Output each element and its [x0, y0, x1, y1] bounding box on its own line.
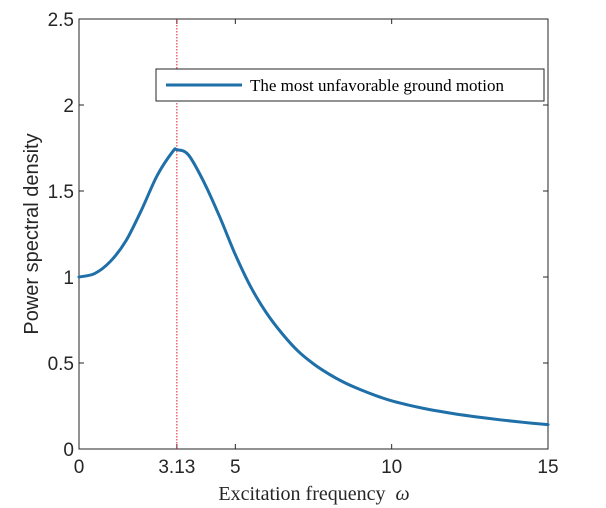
x-tick-label: 0 [74, 457, 85, 478]
x-tick-label: 10 [381, 457, 402, 478]
legend-label: The most unfavorable ground motion [250, 76, 505, 95]
y-tick-label: 2 [63, 96, 74, 117]
y-tick-label: 0 [63, 440, 74, 461]
x-tick-label: 3.13 [158, 457, 195, 478]
legend: The most unfavorable ground motion [155, 68, 545, 102]
y-tick-labels: 0 0.5 1 1.5 2 2.5 [48, 10, 74, 461]
x-axis-title: Excitation frequency ω [218, 483, 409, 505]
y-tick-label: 1 [63, 268, 74, 289]
y-tick-marks [79, 18, 548, 450]
x-tick-labels: 0 3.13 5 10 15 [74, 457, 559, 478]
x-axis-title-text: Excitation frequency [218, 483, 385, 505]
y-tick-label: 1.5 [48, 182, 74, 203]
y-tick-label: 2.5 [48, 10, 74, 31]
y-tick-label: 0.5 [48, 354, 74, 375]
x-tick-label: 5 [230, 457, 241, 478]
x-axis-symbol: ω [396, 483, 410, 505]
y-axis-title: Power spectral density [21, 133, 43, 334]
x-tick-label: 15 [537, 457, 558, 478]
series-line [77, 147, 550, 427]
